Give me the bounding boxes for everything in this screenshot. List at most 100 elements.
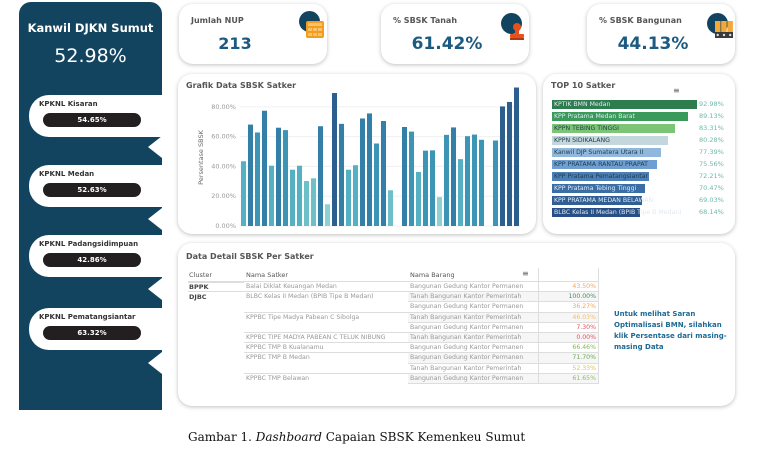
chart-bar[interactable] [429, 150, 436, 226]
row-divider [408, 362, 598, 364]
chart-bar[interactable] [254, 132, 261, 226]
top10-bar [552, 196, 642, 205]
sidebar-item-value[interactable]: 54.65% [43, 113, 141, 127]
y-tick-label: 40.00% [211, 162, 236, 170]
sort-icon[interactable]: ≡ [673, 86, 680, 95]
top10-row[interactable]: BLBC Kelas II Medan (BPIB Tipe B Medan) 6… [552, 208, 732, 217]
chart-bar[interactable] [366, 113, 373, 226]
cell-value[interactable]: 7.30% [576, 323, 596, 331]
chart-bar[interactable] [247, 124, 254, 226]
chart-bar[interactable] [240, 161, 247, 226]
chart-bar[interactable] [436, 197, 443, 226]
top10-value: 89.13% [699, 112, 724, 120]
chart-bar[interactable] [478, 139, 485, 226]
cell-satker: KPPBC TIPE MADYA PABEAN C TELUK NIBUNG [246, 334, 386, 341]
chart-bar[interactable] [408, 131, 415, 226]
chart-bar[interactable] [506, 101, 513, 226]
chart-bar[interactable] [324, 204, 331, 226]
top10-row[interactable]: KPP Pratama Medan Barat 89.13% [552, 112, 732, 121]
chart-bar[interactable] [303, 181, 310, 226]
sidebar-item-label: KPKNL Medan [39, 170, 95, 178]
top10-bar [552, 184, 646, 193]
chart-bar[interactable] [422, 150, 429, 226]
sidebar-item-kisaran[interactable]: KPKNL Kisaran 54.65% [29, 95, 162, 137]
sidebar-item-padangsidimpuan[interactable]: KPKNL Padangsidimpuan 42.86% [29, 235, 162, 277]
kpi-value: 61.42% [411, 34, 483, 54]
chart-bar[interactable] [380, 121, 387, 226]
cell-barang: Tanah Bangunan Kantor Pemerintah [410, 293, 522, 301]
cell-value[interactable]: 0.00% [576, 334, 596, 341]
stamp-icon [510, 23, 524, 40]
chart-bar[interactable] [268, 165, 275, 226]
chart-bar[interactable] [359, 118, 366, 226]
chart-bar[interactable] [261, 110, 268, 226]
row-divider [244, 291, 408, 293]
chart-bar[interactable] [457, 159, 464, 226]
sidebar-item-medan[interactable]: KPKNL Medan 52.63% [29, 165, 162, 207]
chart-bar[interactable] [331, 93, 338, 226]
chart-bar[interactable] [401, 126, 408, 226]
chart-bar[interactable] [443, 134, 450, 226]
top10-row[interactable]: KPP PRATAMA MEDAN BELAWAN 69.03% [552, 196, 732, 205]
chart-bar[interactable] [492, 140, 499, 226]
top10-row[interactable]: KPP PRATAMA RANTAU PRAPAT 75.56% [552, 160, 732, 169]
chart-bar[interactable] [352, 165, 359, 226]
chart-bar[interactable] [275, 127, 282, 226]
sidebar-item-label: KPKNL Padangsidimpuan [39, 240, 139, 248]
sidebar-kanwil: Kanwil DJKN Sumut 52.98% KPKNL Kisaran 5… [19, 2, 162, 410]
chevron-divider [148, 136, 162, 158]
top10-name: KPPN TEBING TINGGI [554, 125, 619, 132]
top10-row[interactable]: KPTIK BMN Medan 92.98% [552, 100, 732, 109]
chart-bar[interactable] [345, 169, 352, 226]
header-cluster: Cluster [189, 271, 213, 279]
cell-satker: Balai Diklat Keuangan Medan [246, 283, 337, 290]
chart-bar[interactable] [499, 106, 506, 226]
row-divider [408, 383, 598, 384]
kpi-value: 213 [218, 34, 252, 53]
cell-value[interactable]: 36.27% [572, 303, 596, 311]
chart-bar[interactable] [450, 127, 457, 226]
sidebar-item-value[interactable]: 52.63% [43, 183, 141, 197]
row-divider [244, 372, 408, 374]
column-divider [598, 268, 599, 384]
chart-bar[interactable] [310, 178, 317, 226]
top10-row[interactable]: KPPN SIDIKALANG 80.28% [552, 136, 732, 145]
cell-value[interactable]: 66.46% [572, 344, 596, 352]
chart-bar[interactable] [464, 136, 471, 226]
top10-row[interactable]: KPP Pratama Tebing Tinggi 70.47% [552, 184, 732, 193]
top10-title: TOP 10 Satker [551, 81, 616, 90]
sidebar-item-label: KPKNL Kisaran [39, 100, 98, 108]
cell-value[interactable]: 52.33% [572, 364, 596, 372]
sidebar-item-value[interactable]: 63.32% [43, 326, 141, 340]
cell-barang: Bangunan Gedung Kantor Permanen [410, 303, 524, 311]
chevron-divider [148, 278, 162, 300]
sidebar-item-pematangsiantar[interactable]: KPKNL Pematangsiantar 63.32% [29, 308, 162, 350]
chart-bar[interactable] [282, 130, 289, 226]
chart-bar[interactable] [317, 126, 324, 226]
top10-name: Kanwil DJP Sumatera Utara II [554, 149, 644, 156]
chart-bar[interactable] [471, 134, 478, 226]
sort-icon[interactable]: ≡ [522, 269, 529, 278]
cell-barang: Bangunan Gedung Kantor Permanen [410, 354, 524, 362]
top10-row[interactable]: Kanwil DJP Sumatera Utara II 77.39% [552, 148, 732, 157]
y-tick-label: 20.00% [211, 192, 236, 200]
cell-value[interactable]: 46.03% [572, 313, 596, 321]
chart-bar[interactable] [513, 87, 520, 227]
top10-row[interactable]: KPP Pratama Pematangsiantar 72.21% [552, 172, 732, 181]
sidebar-item-value[interactable]: 42.86% [43, 253, 141, 267]
chart-bar[interactable] [373, 143, 380, 226]
cell-value[interactable]: 100.00% [568, 293, 596, 301]
top10-name: KPPN SIDIKALANG [554, 137, 610, 144]
chart-bar[interactable] [387, 190, 394, 226]
top10-row[interactable]: KPPN TEBING TINGGI 83.31% [552, 124, 732, 133]
cell-value[interactable]: 71.70% [572, 354, 596, 362]
chart-bar[interactable] [415, 171, 422, 226]
chart-bar[interactable] [289, 169, 296, 226]
caption-prefix: Gambar 1. [188, 430, 256, 444]
cell-value[interactable]: 43.50% [572, 283, 596, 290]
row-divider [244, 332, 408, 333]
chart-bar[interactable] [296, 165, 303, 226]
chart-bar[interactable] [338, 123, 345, 226]
cell-value[interactable]: 61.65% [572, 374, 596, 382]
y-tick-label: 80.00% [211, 103, 236, 111]
